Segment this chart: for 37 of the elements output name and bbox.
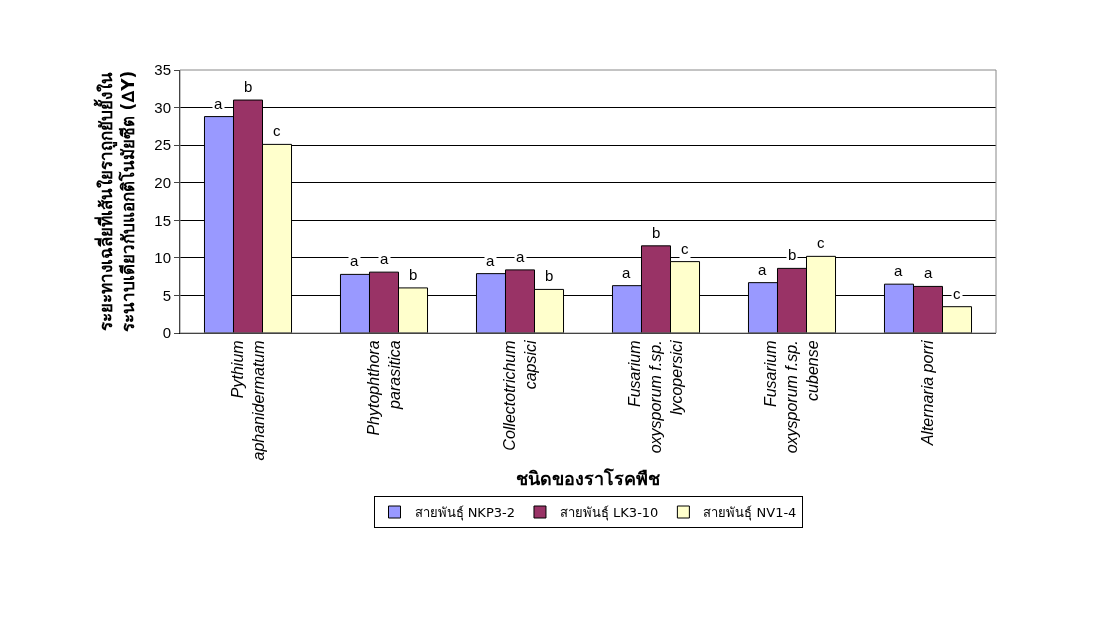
data-label: a (758, 261, 767, 278)
data-label: a (622, 264, 631, 281)
data-label: c (273, 122, 281, 139)
data-label: b (652, 224, 661, 241)
data-label: a (486, 252, 495, 269)
legend-label: สายพันธุ์ LK3-10 (559, 505, 659, 522)
y-tick-label: 35 (154, 61, 171, 79)
x-tick-label: Pythium aphanidermatum (228, 340, 267, 461)
x-tick-label: Fusarium oxysporum f.sp. lycopersici (626, 339, 685, 454)
legend-label: สายพันธุ์ NV1-4 (703, 505, 797, 522)
data-label: b (545, 267, 554, 284)
y-tick-label: 0 (162, 324, 171, 342)
data-label: c (817, 234, 825, 251)
data-label: b (788, 246, 797, 263)
y-tick-label: 20 (154, 173, 171, 191)
data-label: a (350, 252, 359, 269)
x-tick-label: Phytophthora parasitica (364, 340, 403, 436)
y-tick-label: 15 (154, 211, 171, 229)
x-tick-label: Collectotrichum capsici (500, 339, 539, 451)
data-label: a (516, 248, 525, 265)
legend-label: สายพันธุ์ NKP3-2 (414, 505, 515, 522)
data-label: c (953, 285, 961, 302)
x-axis-title: ชนิดของราโรคพืช (516, 467, 660, 489)
data-label: a (380, 250, 389, 267)
y-tick-label: 5 (162, 286, 171, 304)
y-tick-label: 30 (154, 98, 171, 116)
data-label: a (924, 264, 933, 281)
x-tick-label: Fusarium oxysporum f.sp. cubense (762, 340, 821, 454)
y-tick-label: 25 (154, 136, 171, 154)
data-label: a (894, 262, 903, 279)
data-label: a (214, 95, 223, 112)
data-label: b (244, 78, 253, 95)
y-axis-title: ระยะทางเฉลี่ยที่เส้นใยราถูกยับยั้งใน ระนาบเดียวกับแอกติโนมัยซีต (∆Y) (92, 70, 138, 333)
data-label: c (681, 240, 689, 257)
data-label: b (409, 266, 418, 283)
y-tick-label: 10 (154, 249, 171, 267)
x-tick-label: Alternaria porri (919, 339, 937, 447)
